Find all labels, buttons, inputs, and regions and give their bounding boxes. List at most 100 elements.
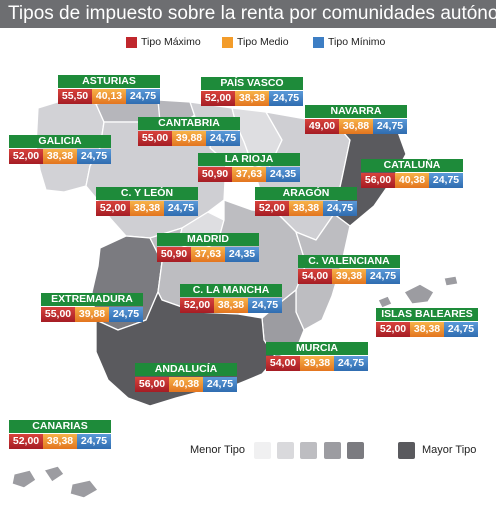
region-badge: EXTREMADURA 55,00 39,88 24,75 bbox=[41, 293, 143, 322]
tipo-medio-value: 37,63 bbox=[191, 247, 225, 262]
region-values: 52,00 38,38 24,75 bbox=[180, 298, 282, 313]
region-name: ISLAS BALEARES bbox=[376, 308, 478, 321]
legend-med-label: Tipo Medio bbox=[237, 36, 289, 48]
tipo-minimo-value: 24,75 bbox=[248, 298, 282, 313]
tipo-medio-value: 40,38 bbox=[395, 173, 429, 188]
tipo-minimo-value: 24,75 bbox=[77, 434, 111, 449]
tipo-minimo-value: 24,75 bbox=[334, 356, 368, 371]
scale-swatch-4 bbox=[324, 442, 341, 459]
tipo-minimo-value: 24,75 bbox=[269, 91, 303, 106]
scale-swatch-3 bbox=[300, 442, 317, 459]
tipo-maximo-value: 50,90 bbox=[198, 167, 232, 182]
scale-high-label: Mayor Tipo bbox=[422, 444, 477, 456]
region-values: 52,00 38,38 24,75 bbox=[9, 434, 111, 449]
region-canarias-1 bbox=[11, 469, 37, 489]
tipo-minimo-value: 24,75 bbox=[164, 201, 198, 216]
region-badge: CATALUÑA 56,00 40,38 24,75 bbox=[361, 159, 463, 188]
region-badge: ANDALUCÍA 56,00 40,38 24,75 bbox=[135, 363, 237, 392]
tipo-maximo-value: 50,90 bbox=[157, 247, 191, 262]
tipo-minimo-value: 24,75 bbox=[444, 322, 478, 337]
tipo-minimo-value: 24,75 bbox=[373, 119, 407, 134]
tipo-minimo-value: 24,75 bbox=[126, 89, 160, 104]
tipo-maximo-value: 52,00 bbox=[96, 201, 130, 216]
tipo-medio-value: 40,13 bbox=[92, 89, 126, 104]
legend-min-swatch bbox=[313, 37, 324, 48]
region-badge: C. LA MANCHA 52,00 38,38 24,75 bbox=[180, 284, 282, 313]
tipo-minimo-value: 24,75 bbox=[366, 269, 400, 284]
region-name: ASTURIAS bbox=[58, 75, 160, 88]
legend-max-swatch bbox=[126, 37, 137, 48]
tipo-minimo-value: 24,75 bbox=[429, 173, 463, 188]
region-values: 49,00 36,88 24,75 bbox=[305, 119, 407, 134]
region-canarias-2 bbox=[43, 465, 65, 483]
tipo-minimo-value: 24,75 bbox=[323, 201, 357, 216]
region-name: C. VALENCIANA bbox=[298, 255, 400, 268]
tipo-maximo-value: 52,00 bbox=[9, 434, 43, 449]
region-values: 55,00 39,88 24,75 bbox=[41, 307, 143, 322]
region-baleares-menorca bbox=[443, 275, 459, 287]
region-name: GALICIA bbox=[9, 135, 111, 148]
tipo-maximo-value: 54,00 bbox=[298, 269, 332, 284]
tipo-maximo-value: 56,00 bbox=[135, 377, 169, 392]
region-badge: CANARIAS 52,00 38,38 24,75 bbox=[9, 420, 111, 449]
tipo-maximo-value: 55,50 bbox=[58, 89, 92, 104]
region-baleares-ibiza bbox=[377, 295, 393, 309]
region-name: C. LA MANCHA bbox=[180, 284, 282, 297]
tipo-maximo-value: 52,00 bbox=[201, 91, 235, 106]
tipo-minimo-value: 24,75 bbox=[109, 307, 143, 322]
tipo-maximo-value: 52,00 bbox=[255, 201, 289, 216]
tipo-medio-value: 38,38 bbox=[43, 434, 77, 449]
title-bar: Tipos de impuesto sobre la renta por com… bbox=[0, 0, 496, 28]
page-title: Tipos de impuesto sobre la renta por com… bbox=[8, 3, 496, 24]
region-name: EXTREMADURA bbox=[41, 293, 143, 306]
legend-med-swatch bbox=[222, 37, 233, 48]
scale-low-label: Menor Tipo bbox=[190, 444, 246, 456]
tipo-medio-value: 40,38 bbox=[169, 377, 203, 392]
tipo-minimo-value: 24,75 bbox=[203, 377, 237, 392]
region-values: 55,50 40,13 24,75 bbox=[58, 89, 160, 104]
region-values: 56,00 40,38 24,75 bbox=[135, 377, 237, 392]
region-badge: ISLAS BALEARES 52,00 38,38 24,75 bbox=[376, 308, 478, 337]
region-values: 52,00 38,38 24,75 bbox=[376, 322, 478, 337]
region-badge: MADRID 50,90 37,63 24,35 bbox=[157, 233, 259, 262]
tipo-medio-value: 37,63 bbox=[232, 167, 266, 182]
region-name: LA RIOJA bbox=[198, 153, 300, 166]
tipo-medio-value: 38,38 bbox=[130, 201, 164, 216]
region-name: PAÍS VASCO bbox=[201, 77, 303, 90]
region-badge: GALICIA 52,00 38,38 24,75 bbox=[9, 135, 111, 164]
region-values: 52,00 38,38 24,75 bbox=[201, 91, 303, 106]
region-badge: C. VALENCIANA 54,00 39,38 24,75 bbox=[298, 255, 400, 284]
tipo-medio-value: 38,38 bbox=[214, 298, 248, 313]
tipo-medio-value: 38,38 bbox=[410, 322, 444, 337]
tipo-minimo-value: 24,75 bbox=[77, 149, 111, 164]
tipo-minimo-value: 24,35 bbox=[225, 247, 259, 262]
tipo-maximo-value: 52,00 bbox=[376, 322, 410, 337]
scale-swatch-6 bbox=[398, 442, 415, 459]
region-badge: NAVARRA 49,00 36,88 24,75 bbox=[305, 105, 407, 134]
region-canarias-3 bbox=[69, 479, 99, 499]
tipo-medio-value: 38,38 bbox=[289, 201, 323, 216]
region-baleares-mallorca bbox=[403, 283, 435, 305]
region-name: CATALUÑA bbox=[361, 159, 463, 172]
tipo-maximo-value: 52,00 bbox=[180, 298, 214, 313]
region-values: 50,90 37,63 24,35 bbox=[157, 247, 259, 262]
tipo-medio-value: 38,38 bbox=[235, 91, 269, 106]
region-name: MADRID bbox=[157, 233, 259, 246]
region-values: 55,00 39,88 24,75 bbox=[138, 131, 240, 146]
region-values: 52,00 38,38 24,75 bbox=[96, 201, 198, 216]
region-badge: PAÍS VASCO 52,00 38,38 24,75 bbox=[201, 77, 303, 106]
tipo-minimo-value: 24,35 bbox=[266, 167, 300, 182]
region-badge: LA RIOJA 50,90 37,63 24,35 bbox=[198, 153, 300, 182]
region-name: MURCIA bbox=[266, 342, 368, 355]
tipo-medio-value: 36,88 bbox=[339, 119, 373, 134]
tipo-medio-value: 39,88 bbox=[75, 307, 109, 322]
region-values: 52,00 38,38 24,75 bbox=[255, 201, 357, 216]
region-badge: CANTABRIA 55,00 39,88 24,75 bbox=[138, 117, 240, 146]
region-name: CANARIAS bbox=[9, 420, 111, 433]
tipo-minimo-value: 24,75 bbox=[206, 131, 240, 146]
region-name: CANTABRIA bbox=[138, 117, 240, 130]
scale-swatch-5 bbox=[347, 442, 364, 459]
region-badge: ARAGÓN 52,00 38,38 24,75 bbox=[255, 187, 357, 216]
tipo-medio-value: 38,38 bbox=[43, 149, 77, 164]
